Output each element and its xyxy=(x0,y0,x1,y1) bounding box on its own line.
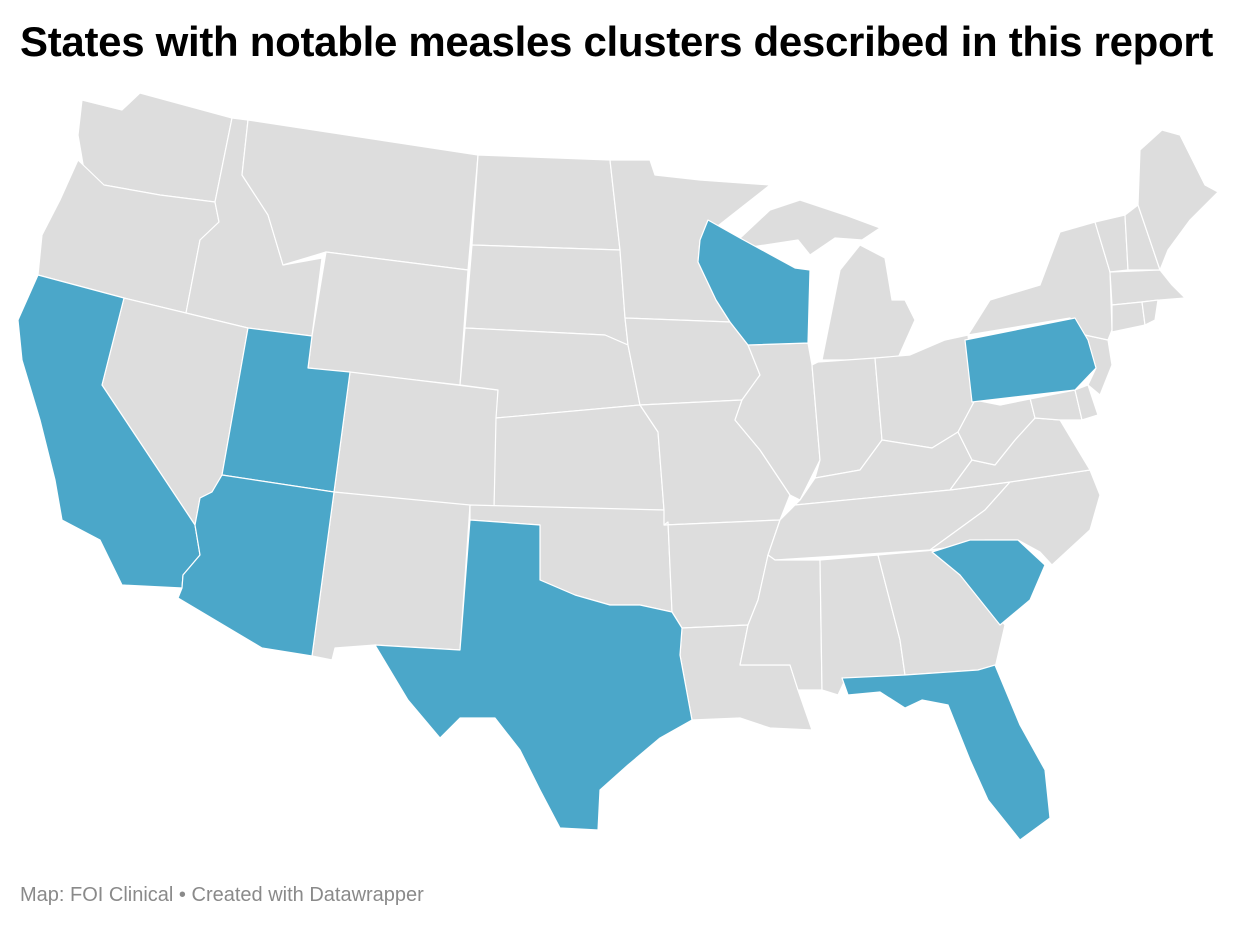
map-title: States with notable measles clusters des… xyxy=(20,18,1214,65)
footer-separator: • xyxy=(173,884,192,906)
state-new-york[interactable] xyxy=(967,221,1113,341)
state-montana[interactable] xyxy=(241,119,479,271)
state-delaware[interactable] xyxy=(1074,384,1099,421)
source-credit: Map: FOI Clinical • Created with Datawra… xyxy=(20,884,424,907)
state-north-dakota[interactable] xyxy=(471,154,621,251)
state-michigan-lower[interactable] xyxy=(821,244,916,361)
credit-label: Created with Datawrapper xyxy=(191,884,424,906)
state-texas[interactable] xyxy=(374,519,693,831)
state-illinois[interactable] xyxy=(734,342,821,501)
state-maine[interactable] xyxy=(1137,129,1219,271)
state-florida[interactable] xyxy=(841,664,1051,841)
state-south-carolina[interactable] xyxy=(931,539,1046,626)
state-connecticut[interactable] xyxy=(1111,301,1146,333)
state-wyoming[interactable] xyxy=(307,251,469,386)
state-pennsylvania[interactable] xyxy=(964,317,1097,403)
us-map xyxy=(0,80,1240,860)
source-label: Map: FOI Clinical xyxy=(20,884,174,906)
state-colorado[interactable] xyxy=(333,371,499,511)
us-map-svg xyxy=(17,92,1219,841)
state-michigan-upper[interactable] xyxy=(737,199,881,256)
state-rhode-island[interactable] xyxy=(1141,299,1159,326)
state-kansas[interactable] xyxy=(493,404,665,511)
state-massachusetts[interactable] xyxy=(1109,269,1186,306)
state-arizona[interactable] xyxy=(177,474,335,657)
state-new-mexico[interactable] xyxy=(311,491,471,661)
state-wisconsin[interactable] xyxy=(697,219,811,346)
state-california[interactable] xyxy=(17,274,201,589)
